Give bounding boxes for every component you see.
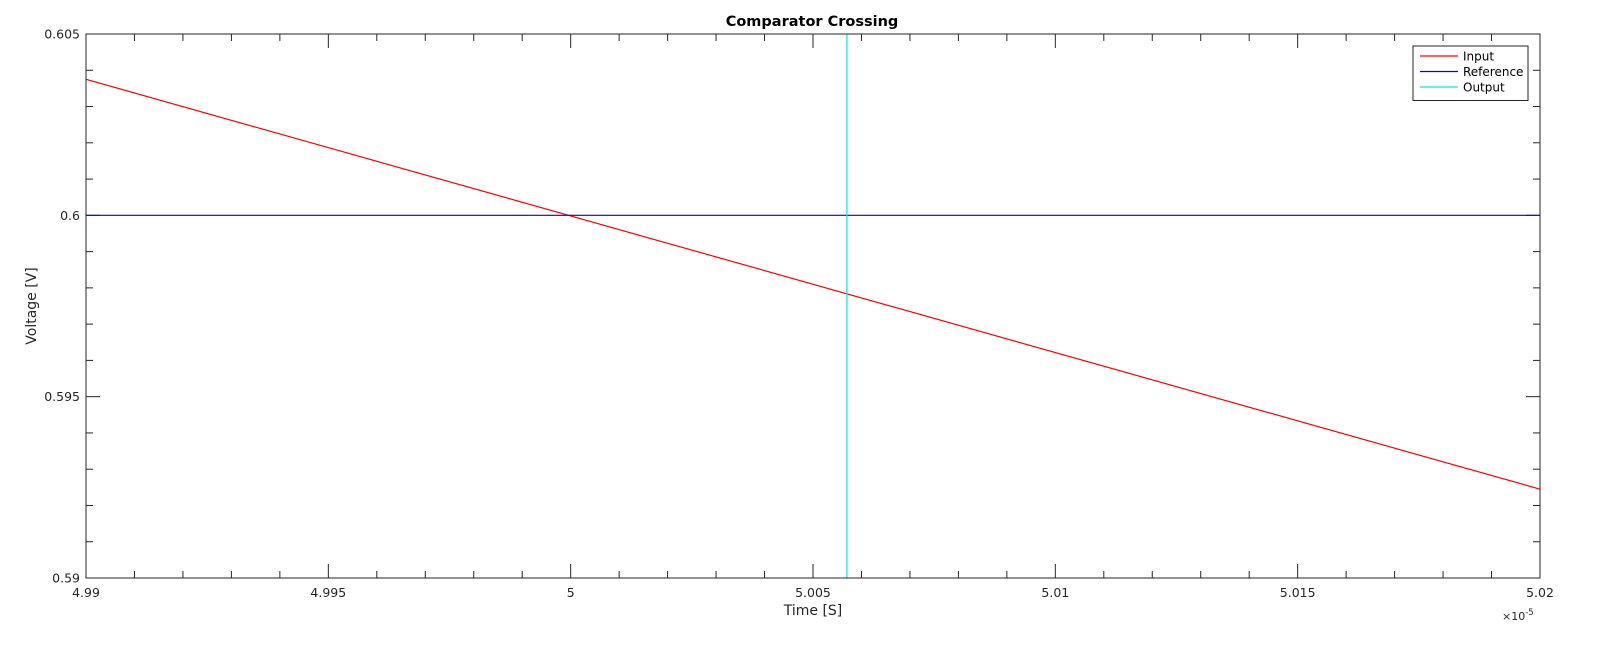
x-axis-title: Time [S]: [783, 603, 843, 619]
plot-border: [85, 33, 1541, 579]
legend-label-input: Input: [1463, 50, 1494, 64]
x-tick-label: 4.99: [72, 585, 100, 600]
x-tick-label: 5.015: [1280, 585, 1316, 600]
x-tick-label: 4.995: [310, 585, 346, 600]
y-tick-label: 0.595: [44, 389, 80, 404]
y-tick-label: 0.605: [44, 27, 80, 42]
y-tick-label: 0.59: [52, 571, 80, 586]
x-tick-label: 5.005: [795, 585, 831, 600]
series-line-input: [85, 78, 1541, 490]
legend-box: [1412, 45, 1529, 101]
y-tick-label: 0.6: [60, 208, 80, 223]
x-axis-exponent-power: -5: [1525, 608, 1533, 618]
y-axis-title: Voltage [V]: [24, 267, 40, 344]
x-tick-label: 5.02: [1526, 585, 1554, 600]
legend-label-reference: Reference: [1463, 65, 1523, 79]
plot-area: [86, 34, 1540, 578]
legend-label-output: Output: [1463, 81, 1505, 95]
series-layer: [85, 34, 1541, 578]
x-tick-label: 5.01: [1041, 585, 1069, 600]
x-tick-label: 5: [567, 585, 575, 600]
chart-title: Comparator Crossing: [726, 14, 899, 30]
x-axis-exponent-base: ×10: [1502, 610, 1525, 623]
tick-labels: 4.99 4.995 5 5.005 5.01 5.015 5.02 0.59 0.595 0.6…: [44, 27, 1554, 601]
x-axis-exponent: ×10-5: [1502, 608, 1534, 623]
